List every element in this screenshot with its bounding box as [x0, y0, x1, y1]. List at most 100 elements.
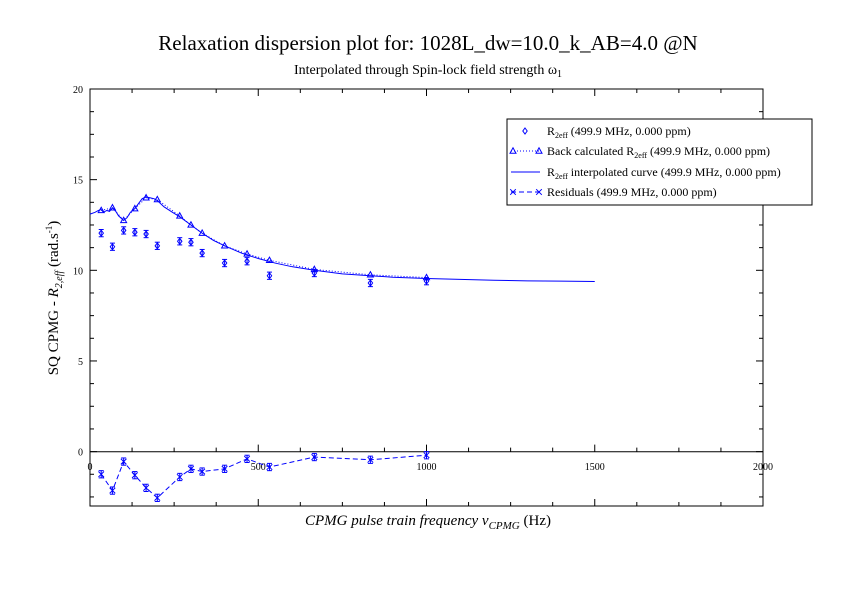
residual-point — [120, 458, 127, 465]
legend-label-1-pre: R — [547, 124, 555, 138]
legend-symbol-residuals — [535, 188, 543, 196]
back-calculated-point — [187, 220, 195, 228]
series-residuals — [98, 451, 430, 502]
legend-symbol-r2eff — [522, 127, 528, 135]
back-calculated-point — [142, 193, 150, 201]
x-axis-label-main: CPMG pulse train frequency ν — [305, 513, 489, 529]
back-calculated-point — [265, 256, 274, 264]
y-axis-label-close: ) — [46, 221, 62, 226]
r2eff-point — [199, 249, 205, 257]
r2eff-point — [132, 228, 138, 237]
legend-symbols — [509, 127, 543, 196]
y-tick-label: 20 — [73, 85, 83, 96]
r2eff-point — [423, 277, 430, 286]
cross-stroke — [535, 188, 543, 196]
legend-symbol-back-calculated — [509, 146, 517, 154]
series-interpolated-curve — [89, 196, 595, 283]
residual-point — [176, 473, 183, 481]
residual-point — [221, 465, 228, 472]
axis-ticks — [89, 88, 764, 506]
r2eff-point — [98, 229, 105, 237]
x-axis-label-unit: (Hz) — [520, 513, 551, 529]
r2eff-point — [367, 279, 374, 287]
x-axis-label: CPMG pulse train frequency νCPMG (Hz) — [305, 513, 551, 532]
legend: R2eff (499.9 MHz, 0.000 ppm) Back calcul… — [506, 118, 813, 206]
y-axis-label-sub: 2,eff — [54, 269, 65, 288]
legend-symbol-residuals — [509, 188, 517, 196]
residual-point — [109, 487, 116, 494]
chart-title: Relaxation dispersion plot for: 1028L_dw… — [158, 31, 697, 55]
back-calculated-point — [175, 211, 184, 219]
r2eff-point — [109, 242, 116, 251]
x-tick-label: 0 — [88, 462, 93, 473]
legend-symbol-back-calculated — [535, 146, 543, 154]
residual-point — [142, 484, 150, 492]
r2eff-point — [188, 238, 194, 247]
r2eff-point — [266, 271, 273, 280]
cross-stroke — [423, 452, 430, 459]
cross-stroke — [221, 465, 228, 472]
y-axis-label: SQ CPMG - R2,eff (rad.s-1) — [44, 221, 65, 376]
cross-stroke — [509, 188, 517, 196]
legend-box — [506, 118, 813, 206]
interpolated-curve-line — [89, 196, 595, 283]
chart-subtitle: Interpolated through Spin-lock field str… — [294, 63, 562, 80]
legend-label-1: R2eff (499.9 MHz, 0.000 ppm) — [547, 124, 691, 140]
r2eff-point — [244, 257, 250, 266]
cross-stroke — [187, 465, 195, 472]
legend-label-4-pre: Residuals (499.9 MHz, 0.000 ppm) — [547, 185, 717, 199]
residual-point — [131, 472, 139, 479]
back-calculated-point — [108, 203, 117, 211]
legend-label-4: Residuals (499.9 MHz, 0.000 ppm) — [547, 185, 717, 199]
series-r2eff — [98, 226, 430, 288]
legend-label-3-post: interpolated curve (499.9 MHz, 0.000 ppm… — [568, 165, 781, 179]
cross-stroke — [199, 468, 206, 475]
cross-stroke — [367, 456, 374, 463]
legend-label-1-post: (499.9 MHz, 0.000 ppm) — [568, 124, 691, 138]
y-tick-labels: 0 5 10 15 20 — [73, 85, 83, 459]
cross-stroke — [243, 455, 251, 463]
back-calculated-point — [119, 216, 128, 224]
back-calculated-point — [97, 206, 106, 214]
y-axis-label-sup: -1 — [44, 226, 54, 234]
x-tick-labels: 0 500 1000 1500 2000 — [88, 462, 774, 473]
residual-point — [367, 456, 374, 463]
residual-point — [243, 455, 251, 463]
cross-stroke — [311, 453, 318, 461]
cross-stroke — [98, 471, 105, 478]
r2eff-point — [176, 237, 183, 246]
y-tick-label: 15 — [73, 176, 83, 187]
cross-stroke — [109, 487, 116, 494]
legend-label-3-sub: 2eff — [555, 172, 568, 181]
residual-point — [311, 453, 318, 461]
chart-subtitle-text: Interpolated through Spin-lock field str… — [294, 63, 557, 78]
cross-stroke — [120, 458, 127, 465]
x-tick-label: 500 — [251, 462, 266, 473]
chart-subtitle-sub: 1 — [557, 69, 562, 80]
y-tick-label: 10 — [73, 266, 83, 277]
cross-stroke — [142, 484, 150, 492]
residual-point — [266, 463, 273, 471]
r2eff-point — [221, 259, 228, 267]
legend-label-3: R2eff interpolated curve (499.9 MHz, 0.0… — [547, 165, 781, 181]
y-axis-label-var: R — [46, 288, 62, 298]
cross-stroke — [131, 472, 139, 479]
x-tick-label: 1000 — [417, 462, 437, 473]
legend-label-3-pre: R — [547, 165, 555, 179]
cross-stroke — [176, 473, 183, 481]
residual-point — [199, 468, 206, 475]
y-tick-label: 5 — [78, 357, 83, 368]
legend-label-2-pre: Back calculated R — [547, 144, 634, 158]
back-calculated-point — [198, 228, 207, 236]
residual-point — [98, 471, 105, 478]
plot-area — [89, 193, 595, 502]
r2eff-point — [154, 241, 161, 250]
r2eff-point — [143, 230, 149, 238]
y-tick-label: 0 — [78, 448, 83, 459]
back-calculated-point — [243, 249, 251, 257]
back-calculated-line — [101, 197, 427, 279]
legend-label-2-sub: 2eff — [634, 151, 647, 160]
x-tick-label: 1500 — [585, 462, 605, 473]
y-axis-label-pre: SQ CPMG - — [46, 297, 62, 375]
